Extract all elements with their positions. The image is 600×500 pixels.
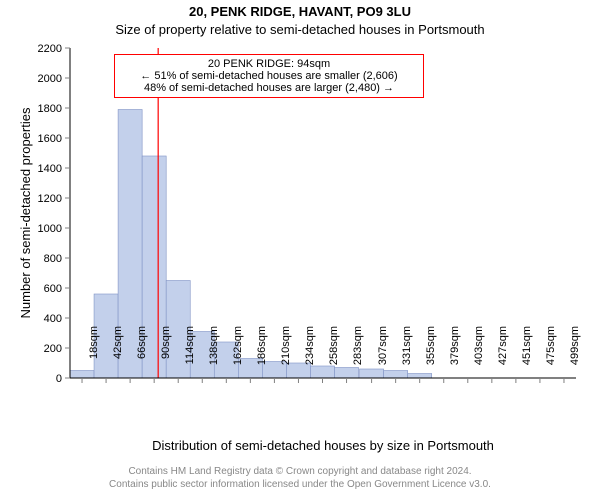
x-tick-label: 379sqm [449, 326, 461, 386]
callout-line2: ← 51% of semi-detached houses are smalle… [123, 70, 415, 82]
property-callout: 20 PENK RIDGE: 94sqm ← 51% of semi-detac… [114, 54, 424, 98]
x-tick-label: 210sqm [280, 326, 292, 386]
y-tick-label: 1600 [38, 133, 62, 145]
y-tick-label: 2200 [38, 43, 62, 55]
x-tick-label: 138sqm [208, 326, 220, 386]
chart-subtitle: Size of property relative to semi-detach… [0, 22, 600, 37]
x-tick-label: 90sqm [160, 326, 172, 386]
x-tick-label: 355sqm [425, 326, 437, 386]
x-tick-label: 331sqm [401, 326, 413, 386]
footer-line2: Contains public sector information licen… [0, 479, 600, 492]
x-tick-label: 283sqm [352, 326, 364, 386]
y-tick-label: 400 [44, 313, 62, 325]
x-tick-label: 66sqm [136, 326, 148, 386]
x-tick-label: 451sqm [521, 326, 533, 386]
x-tick-label: 307sqm [377, 326, 389, 386]
x-tick-label: 258sqm [328, 326, 340, 386]
footer-line1: Contains HM Land Registry data © Crown c… [0, 466, 600, 479]
x-tick-label: 114sqm [184, 326, 196, 386]
y-tick-label: 1200 [38, 193, 62, 205]
y-axis-label: Number of semi-detached properties [18, 48, 33, 378]
y-tick-label: 800 [44, 253, 62, 265]
x-tick-label: 427sqm [497, 326, 509, 386]
y-tick-label: 2000 [38, 73, 62, 85]
callout-line3: 48% of semi-detached houses are larger (… [123, 82, 415, 94]
x-tick-label: 18sqm [88, 326, 100, 386]
x-tick-label: 475sqm [545, 326, 557, 386]
y-tick-label: 1400 [38, 163, 62, 175]
x-tick-label: 42sqm [112, 326, 124, 386]
y-tick-label: 600 [44, 283, 62, 295]
y-tick-label: 1000 [38, 223, 62, 235]
y-tick-label: 200 [44, 343, 62, 355]
x-tick-label: 499sqm [569, 326, 581, 386]
x-tick-label: 186sqm [256, 326, 268, 386]
y-tick-label: 1800 [38, 103, 62, 115]
x-tick-label: 403sqm [473, 326, 485, 386]
x-tick-label: 162sqm [232, 326, 244, 386]
x-axis-label: Distribution of semi-detached houses by … [70, 438, 576, 453]
chart-title: 20, PENK RIDGE, HAVANT, PO9 3LU [0, 4, 600, 19]
attribution-footer: Contains HM Land Registry data © Crown c… [0, 466, 600, 491]
x-tick-label: 234sqm [304, 326, 316, 386]
y-tick-label: 0 [56, 373, 62, 385]
callout-line1: 20 PENK RIDGE: 94sqm [123, 58, 415, 70]
